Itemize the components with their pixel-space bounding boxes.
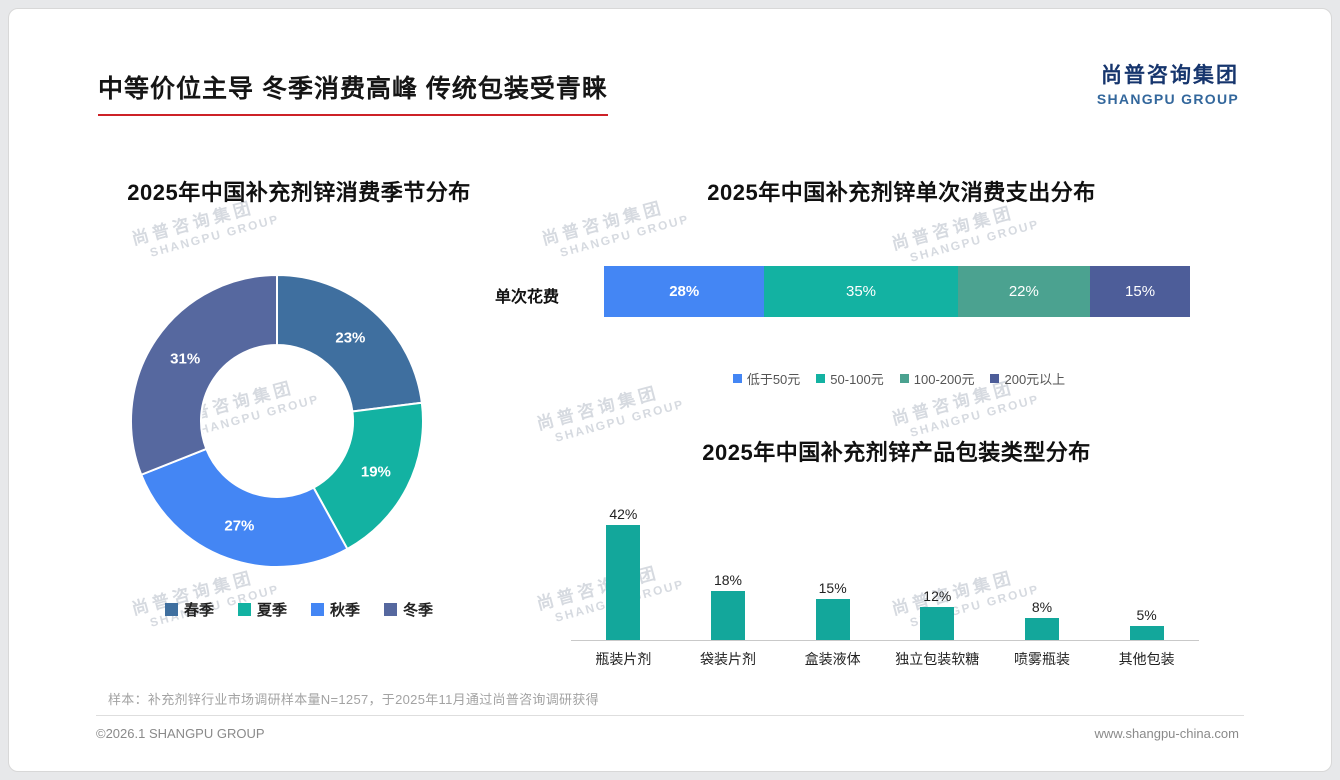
bar-column-2: 15%: [783, 580, 883, 640]
bar-value-label: 8%: [1031, 599, 1053, 615]
bar-value-label: 5%: [1136, 607, 1157, 623]
sample-footnote: 样本：补充剂锌行业市场调研样本量N=1257，于2025年11月通过尚普咨询调研…: [108, 692, 599, 707]
bar: [606, 525, 641, 640]
footer-divider: [96, 715, 1244, 716]
bar-column-1: 18%: [678, 572, 778, 640]
page-title: 中等价位主导 冬季消费高峰 传统包装受青睐: [98, 69, 608, 116]
legend-label: 夏季: [256, 602, 287, 619]
package-bar-categories: 瓶装片剂 袋装片剂 盒装液体 独立包装软糖 喷雾瓶装 其他包装: [571, 649, 1199, 669]
bar-value-label: 18%: [713, 572, 742, 588]
stacked-bar: 28% 35% 22% 15%: [604, 266, 1190, 317]
legend-swatch: [816, 374, 826, 383]
donut-slice-label: 27%: [224, 517, 254, 534]
donut-slice-0: [276, 273, 423, 413]
donut-slice-2: [139, 447, 349, 568]
bar: [815, 599, 850, 640]
footer-copyright: ©2026.1 SHANGPU GROUP: [96, 726, 265, 741]
donut-slice-3: [130, 273, 278, 477]
slide-content: 中等价位主导 冬季消费高峰 传统包装受青睐 尚普咨询集团 SHANGPU GRO…: [9, 9, 1331, 771]
bar-category-label: 盒装液体: [804, 651, 861, 667]
bar-category-label: 独立包装软糖: [895, 651, 980, 667]
legend-label: 低于50元: [746, 372, 801, 387]
bar-category-label: 袋装片剂: [699, 651, 756, 667]
donut-slice-label: 31%: [170, 351, 200, 368]
footer-website: www.shangpu-china.com: [1094, 726, 1239, 741]
bar-value-label: 12%: [923, 588, 952, 604]
bar-category-label: 其他包装: [1118, 651, 1175, 667]
slide-card: 尚普咨询集团 SHANGPU GROUP 尚普咨询集团 SHANGPU GROUP 尚普…: [8, 8, 1332, 772]
donut-chart: 23% 19% 27% 31%: [130, 273, 424, 568]
legend-item: 秋季: [311, 599, 360, 620]
bar-column-4: 8%: [992, 599, 1092, 640]
donut-chart-title: 2025年中国补充剂锌消费季节分布: [127, 180, 471, 205]
bar-category-label: 喷雾瓶装: [1013, 651, 1070, 667]
stacked-legend: 低于50元 50-100元 100-200元 200元以上: [604, 369, 1194, 388]
legend-item: 50-100元: [816, 369, 884, 388]
legend-item: 低于50元: [732, 369, 801, 388]
bar-category-label: 瓶装片剂: [595, 651, 652, 667]
donut-slice-1: [312, 401, 424, 551]
stack-segment-0: 28%: [604, 266, 765, 317]
legend-swatch: [732, 374, 742, 383]
package-chart-title: 2025年中国补充剂锌产品包装类型分布: [702, 440, 1091, 465]
legend-item: 200元以上: [990, 369, 1065, 388]
bar-value-label: 15%: [818, 580, 847, 596]
bar-column-5: 5%: [1097, 607, 1197, 640]
legend-item: 100-200元: [899, 369, 975, 388]
bar-value-label: 42%: [609, 506, 638, 522]
stack-segment-3: 15%: [1090, 266, 1190, 317]
legend-label: 50-100元: [830, 372, 884, 387]
stacked-chart-title: 2025年中国补充剂锌单次消费支出分布: [707, 180, 1096, 205]
legend-label: 冬季: [403, 602, 434, 619]
legend-swatch: [164, 603, 178, 616]
logo-en-text: SHANGPU GROUP: [1096, 91, 1239, 107]
legend-label: 秋季: [330, 602, 361, 619]
logo-cn-text: 尚普咨询集团: [1101, 64, 1239, 87]
bar: [1129, 626, 1164, 640]
legend-label: 春季: [183, 602, 214, 619]
stacked-row-label: 单次花费: [495, 289, 560, 306]
legend-item: 冬季: [384, 599, 433, 620]
bar-column-3: 12%: [887, 588, 987, 640]
package-bar-chart: 42% 18% 15% 12% 8% 5%: [571, 479, 1199, 641]
bar-column-0: 42%: [573, 506, 673, 640]
donut-slice-label: 19%: [361, 463, 391, 480]
legend-swatch: [899, 374, 909, 383]
legend-swatch: [990, 374, 1000, 383]
bar: [920, 607, 955, 640]
stack-segment-1: 35%: [764, 266, 958, 317]
legend-swatch: [384, 603, 398, 616]
donut-slice-label: 23%: [335, 330, 365, 347]
legend-label: 200元以上: [1004, 372, 1066, 387]
legend-swatch: [311, 603, 324, 616]
bar: [710, 591, 745, 640]
legend-label: 100-200元: [913, 372, 975, 387]
donut-legend: 春季 夏季 秋季 冬季: [49, 599, 549, 620]
company-logo: 尚普咨询集团 SHANGPU GROUP: [1097, 59, 1239, 107]
stack-segment-2: 22%: [957, 266, 1091, 317]
legend-item: 夏季: [237, 599, 287, 620]
legend-item: 春季: [164, 599, 214, 620]
legend-swatch: [237, 603, 251, 616]
bar: [1024, 618, 1059, 640]
